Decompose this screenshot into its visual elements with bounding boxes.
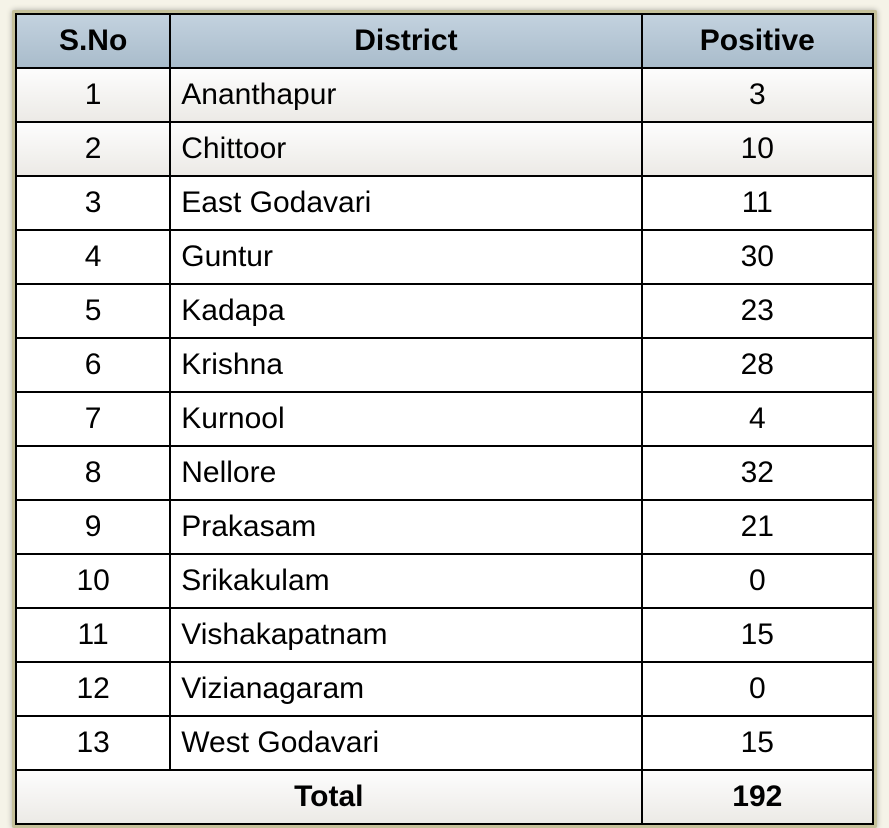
col-header-district: District xyxy=(170,14,641,68)
cell-sno: 7 xyxy=(16,392,170,446)
cell-positive: 0 xyxy=(642,554,873,608)
total-value: 192 xyxy=(642,770,873,824)
table-row: 11 Vishakapatnam 15 xyxy=(16,608,873,662)
cell-positive: 11 xyxy=(642,176,873,230)
table-row: 12 Vizianagaram 0 xyxy=(16,662,873,716)
total-label: Total xyxy=(16,770,642,824)
cell-positive: 4 xyxy=(642,392,873,446)
table-row: 13 West Godavari 15 xyxy=(16,716,873,770)
table-total-row: Total 192 xyxy=(16,770,873,824)
cell-positive: 23 xyxy=(642,284,873,338)
cell-sno: 8 xyxy=(16,446,170,500)
cell-sno: 11 xyxy=(16,608,170,662)
table-row: 1 Ananthapur 3 xyxy=(16,68,873,122)
cell-district: Kadapa xyxy=(170,284,641,338)
table-row: 7 Kurnool 4 xyxy=(16,392,873,446)
table-header-row: S.No District Positive xyxy=(16,14,873,68)
cell-positive: 3 xyxy=(642,68,873,122)
table-row: 3 East Godavari 11 xyxy=(16,176,873,230)
cell-district: Guntur xyxy=(170,230,641,284)
cell-district: Vishakapatnam xyxy=(170,608,641,662)
table-row: 5 Kadapa 23 xyxy=(16,284,873,338)
cell-positive: 32 xyxy=(642,446,873,500)
cell-sno: 10 xyxy=(16,554,170,608)
table-row: 4 Guntur 30 xyxy=(16,230,873,284)
cell-district: Prakasam xyxy=(170,500,641,554)
table-row: 10 Srikakulam 0 xyxy=(16,554,873,608)
table-row: 2 Chittoor 10 xyxy=(16,122,873,176)
cell-district: Nellore xyxy=(170,446,641,500)
cell-positive: 15 xyxy=(642,716,873,770)
cell-district: West Godavari xyxy=(170,716,641,770)
table-row: 6 Krishna 28 xyxy=(16,338,873,392)
cell-sno: 4 xyxy=(16,230,170,284)
table-row: 8 Nellore 32 xyxy=(16,446,873,500)
cell-district: Krishna xyxy=(170,338,641,392)
cell-district: Kurnool xyxy=(170,392,641,446)
cell-district: Srikakulam xyxy=(170,554,641,608)
cell-sno: 5 xyxy=(16,284,170,338)
district-positive-table: S.No District Positive 1 Ananthapur 3 2 … xyxy=(15,13,874,825)
cell-positive: 30 xyxy=(642,230,873,284)
data-table-frame: S.No District Positive 1 Ananthapur 3 2 … xyxy=(12,10,877,828)
cell-positive: 21 xyxy=(642,500,873,554)
col-header-positive: Positive xyxy=(642,14,873,68)
cell-sno: 1 xyxy=(16,68,170,122)
cell-sno: 9 xyxy=(16,500,170,554)
cell-district: East Godavari xyxy=(170,176,641,230)
cell-sno: 2 xyxy=(16,122,170,176)
cell-sno: 13 xyxy=(16,716,170,770)
cell-positive: 15 xyxy=(642,608,873,662)
cell-positive: 0 xyxy=(642,662,873,716)
cell-district: Ananthapur xyxy=(170,68,641,122)
cell-district: Chittoor xyxy=(170,122,641,176)
cell-district: Vizianagaram xyxy=(170,662,641,716)
cell-sno: 12 xyxy=(16,662,170,716)
cell-sno: 3 xyxy=(16,176,170,230)
table-row: 9 Prakasam 21 xyxy=(16,500,873,554)
cell-positive: 28 xyxy=(642,338,873,392)
cell-sno: 6 xyxy=(16,338,170,392)
col-header-sno: S.No xyxy=(16,14,170,68)
cell-positive: 10 xyxy=(642,122,873,176)
